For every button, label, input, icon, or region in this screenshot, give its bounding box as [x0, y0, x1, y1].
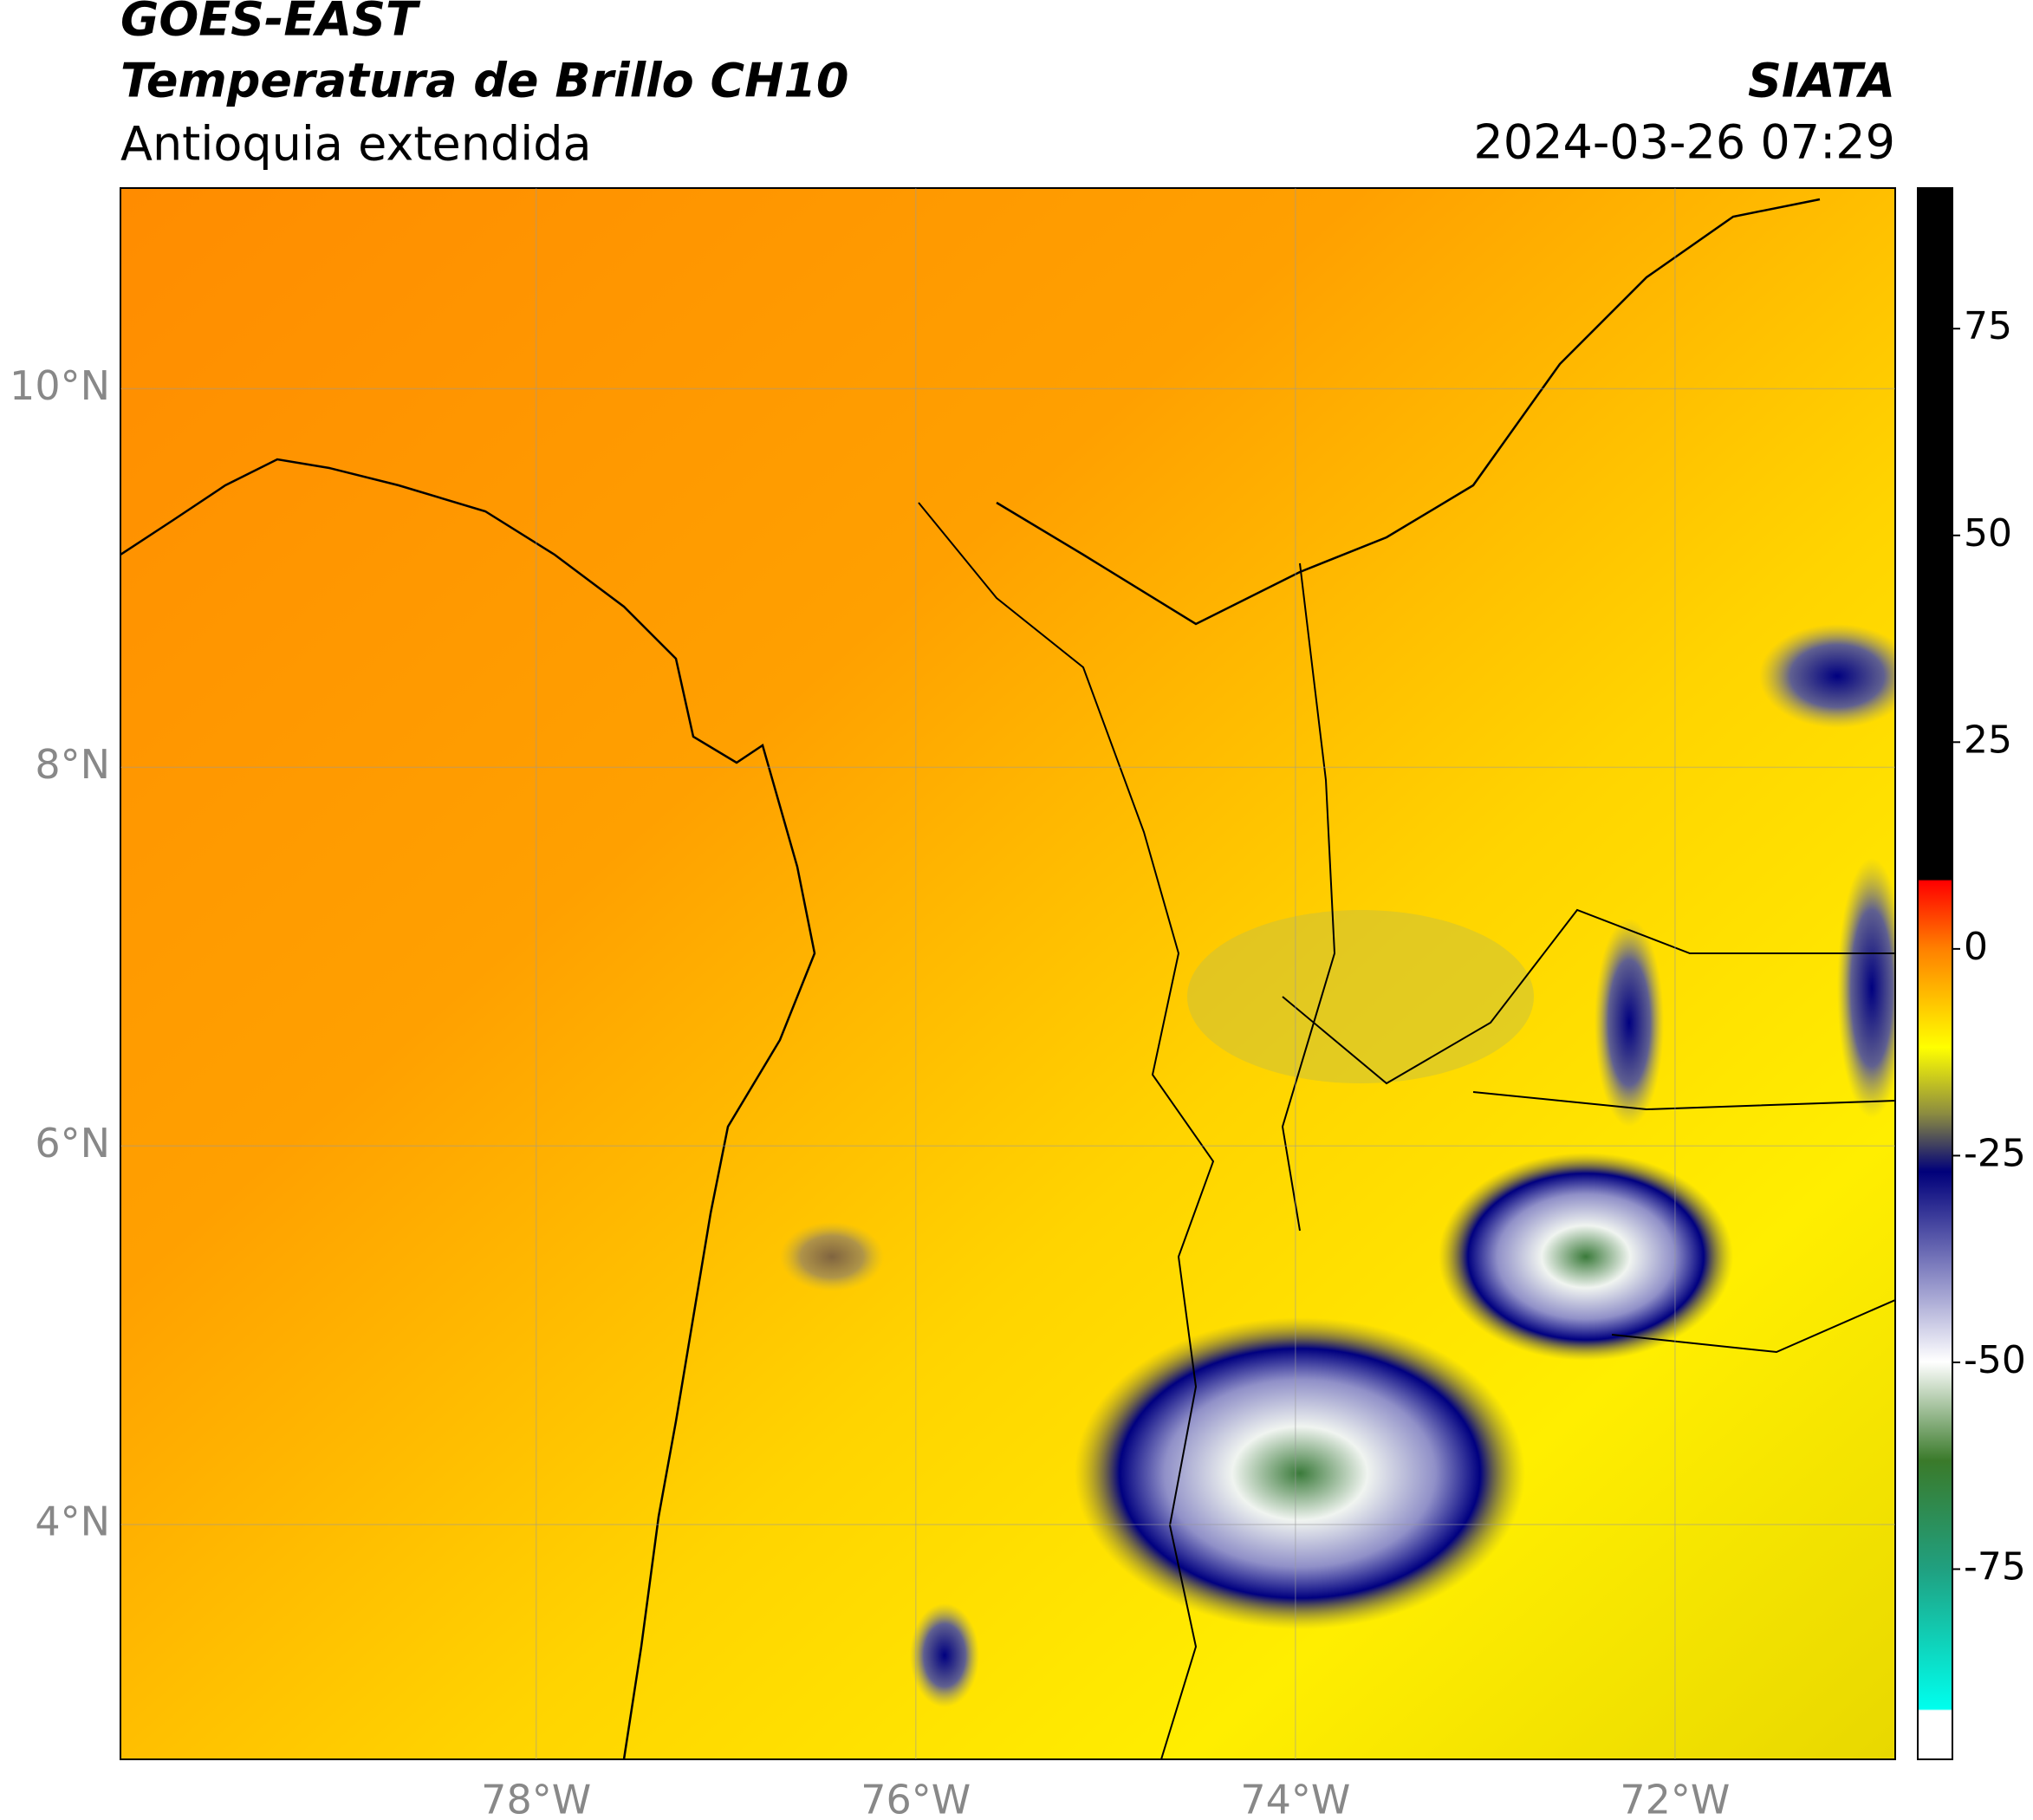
y-tick-label: 8°N	[35, 741, 110, 788]
x-tick-label: 76°W	[861, 1777, 971, 1820]
border	[918, 502, 1895, 1759]
colorbar-tick-label: -75	[1964, 1545, 2026, 1589]
region: Antioquia extendida	[120, 117, 592, 172]
source: SIATA	[1748, 54, 1895, 108]
cloud	[1187, 910, 1534, 1083]
colorbar-tick-label: -50	[1964, 1338, 2026, 1382]
x-tick-label: 78°W	[481, 1777, 591, 1820]
cloud	[910, 1603, 979, 1707]
cloud	[1439, 1153, 1733, 1361]
cloud	[1837, 858, 1895, 1118]
y-tick-label: 10°N	[10, 362, 110, 409]
x-tick-label: 74°W	[1240, 1777, 1350, 1820]
subtitle: Temperatura de Brillo CH10	[120, 54, 849, 108]
cloud	[1759, 624, 1895, 728]
y-tick-label: 4°N	[35, 1498, 110, 1545]
colorbar-tick-label: 75	[1964, 304, 2012, 348]
cloud	[1595, 919, 1664, 1127]
map-frame	[120, 187, 1896, 1760]
colorbar-tick-label: -25	[1964, 1131, 2026, 1175]
x-tick-label: 72°W	[1620, 1777, 1730, 1820]
title: GOES-EAST	[120, 0, 421, 47]
colorbar-tick-label: 50	[1964, 511, 2012, 556]
colorbar-tick-label: 0	[1964, 925, 1988, 969]
colorbar-tick-label: 25	[1964, 718, 2012, 762]
y-tick-label: 6°N	[35, 1120, 110, 1167]
coastline	[120, 458, 816, 1759]
cloud	[1075, 1317, 1525, 1629]
colorbar	[1917, 187, 1953, 1760]
coastline	[996, 198, 1821, 626]
map-image	[120, 188, 1895, 1759]
datetime: 2024-03-26 07:29	[1473, 115, 1895, 170]
cloud	[780, 1222, 884, 1291]
